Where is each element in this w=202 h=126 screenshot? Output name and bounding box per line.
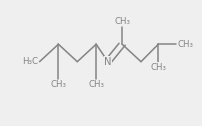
Text: H₃C: H₃C xyxy=(22,57,38,66)
Text: N: N xyxy=(104,57,111,67)
Text: CH₃: CH₃ xyxy=(177,40,193,49)
Text: CH₃: CH₃ xyxy=(114,17,129,26)
Text: CH₃: CH₃ xyxy=(149,63,165,72)
Text: CH₃: CH₃ xyxy=(88,80,104,89)
Text: CH₃: CH₃ xyxy=(50,80,66,89)
